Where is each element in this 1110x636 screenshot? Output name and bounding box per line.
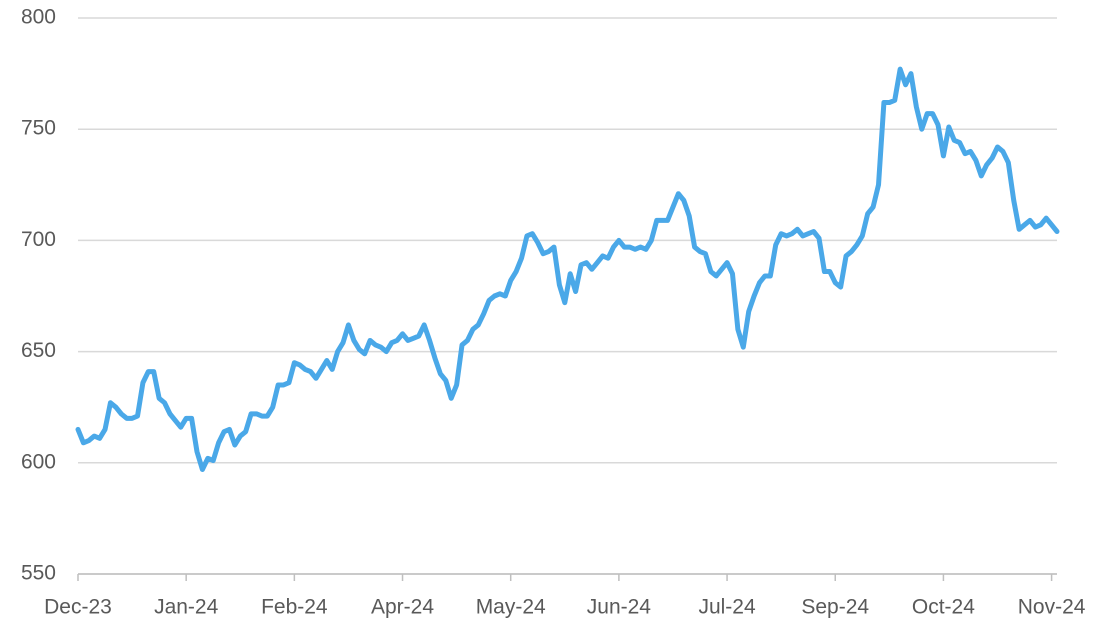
y-tick-label: 550 — [21, 562, 56, 585]
y-tick-label: 800 — [21, 6, 56, 29]
y-tick-label: 750 — [21, 117, 56, 140]
x-tick-label: Apr-24 — [371, 596, 434, 619]
x-tick-label: Dec-23 — [44, 596, 112, 619]
x-tick-label: Jan-24 — [154, 596, 219, 619]
x-tick-label: Jun-24 — [587, 596, 652, 619]
y-tick-label: 600 — [21, 450, 56, 473]
x-tick-label: Nov-24 — [1018, 596, 1086, 619]
y-tick-label: 700 — [21, 228, 56, 251]
x-tick-label: Oct-24 — [912, 596, 975, 619]
x-tick-label: Jul-24 — [698, 596, 756, 619]
x-tick-label: Sep-24 — [801, 596, 869, 619]
data-line — [75, 66, 1060, 472]
x-tick-label: Feb-24 — [261, 596, 328, 619]
x-tick-label: May-24 — [476, 596, 546, 619]
y-tick-label: 650 — [21, 339, 56, 362]
